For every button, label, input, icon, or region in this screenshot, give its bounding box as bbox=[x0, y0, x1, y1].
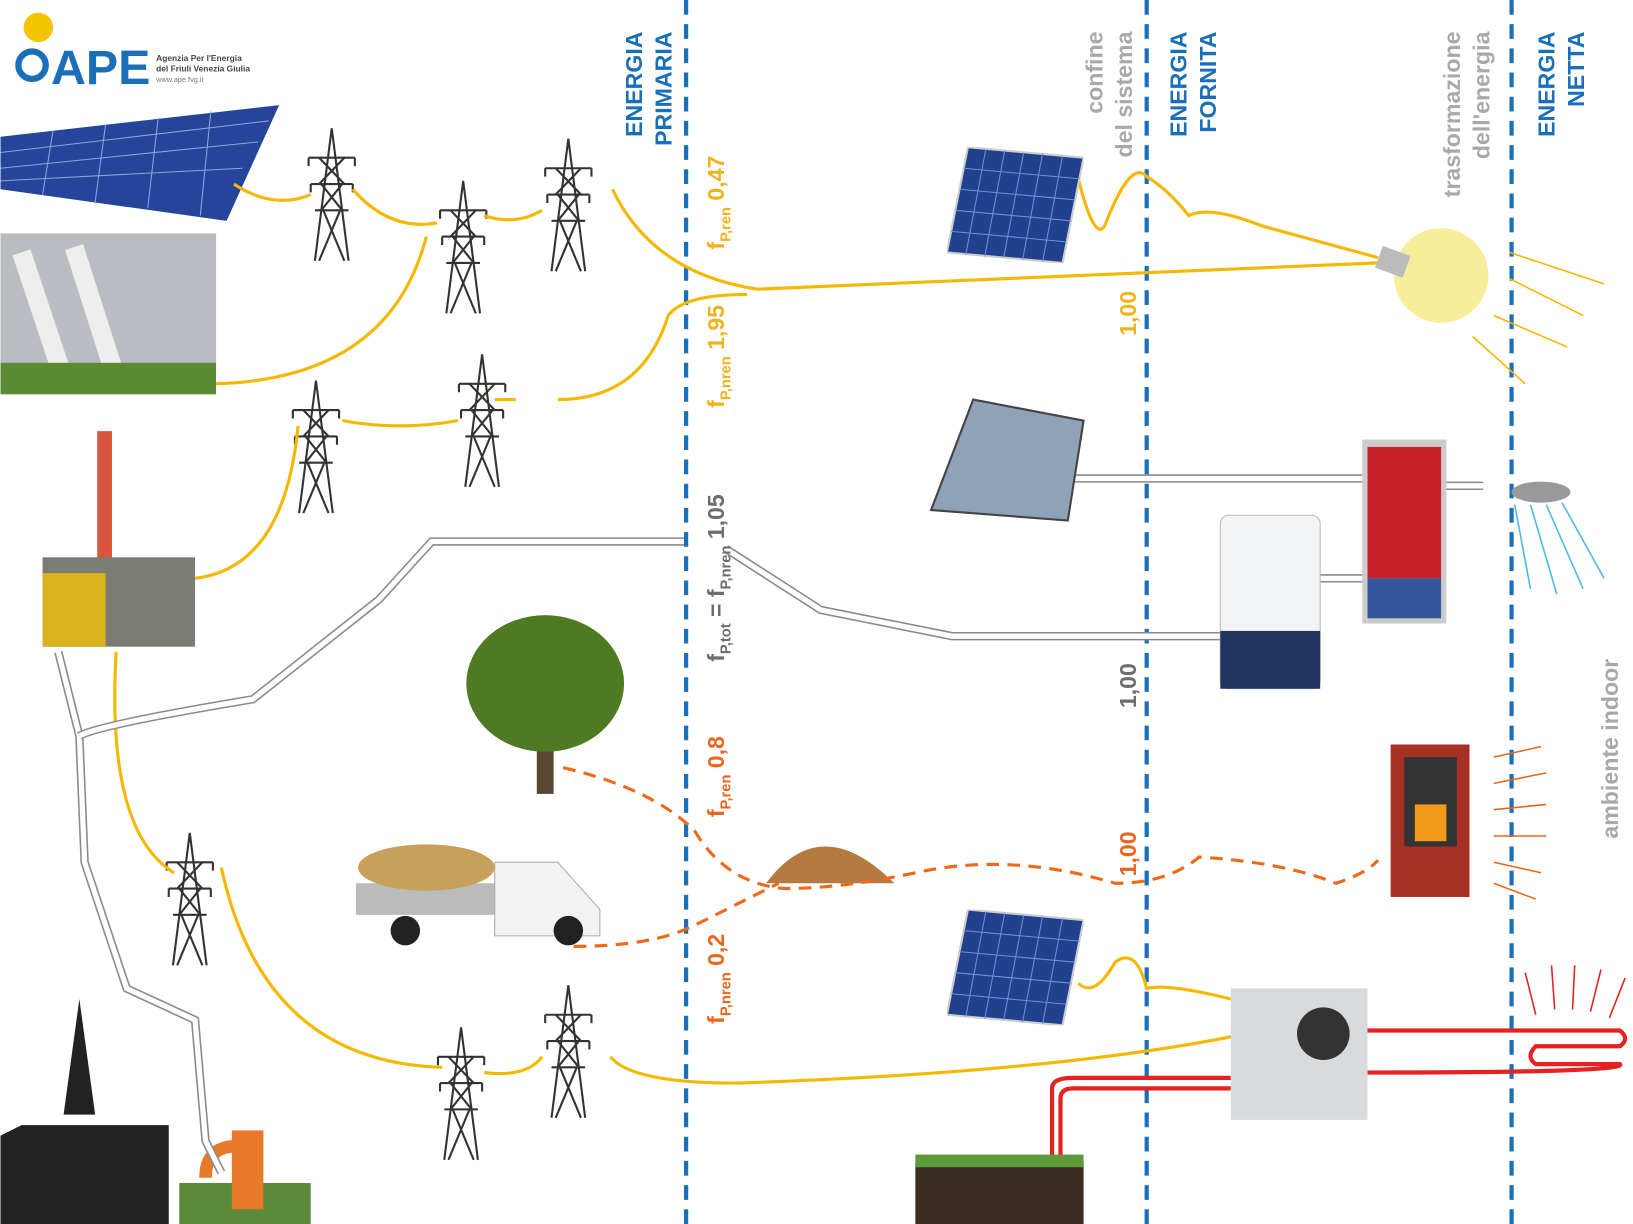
boundary-label: dell'energia bbox=[1468, 30, 1494, 159]
factor-symbol: f bbox=[703, 242, 729, 250]
wood-pile bbox=[766, 846, 895, 884]
oil-rig bbox=[0, 998, 169, 1224]
boundary-label: PRIMARIA bbox=[650, 31, 676, 146]
pylon bbox=[307, 127, 356, 262]
factor-value: 1,95 bbox=[703, 305, 729, 350]
boundary-label: del sistema bbox=[1111, 30, 1137, 157]
factor-value: 0,2 bbox=[703, 934, 729, 966]
ground bbox=[915, 1154, 1084, 1224]
logo-name: APE bbox=[51, 41, 150, 95]
factor-label: fP,ren 0,47 bbox=[703, 156, 734, 250]
pylon bbox=[544, 137, 593, 273]
pylon bbox=[165, 831, 214, 967]
factor-symbol: f bbox=[703, 400, 729, 408]
gas-pipes bbox=[54, 474, 1484, 1175]
dam bbox=[0, 233, 217, 395]
boundary-label: ENERGIA bbox=[1534, 31, 1560, 137]
factor-label: fP,nren 1,95 bbox=[703, 305, 734, 408]
logo-sun bbox=[23, 12, 54, 43]
bulb bbox=[1374, 228, 1605, 385]
factor-labels: fP,ren0,47 fP,nren1,95 fP,tot=fP,nren1,0… bbox=[703, 156, 1141, 1024]
pylon bbox=[457, 353, 507, 488]
factor-label: fP,tot=fP,nren1,05 bbox=[703, 494, 734, 662]
boundary-label: ENERGIA bbox=[621, 31, 647, 137]
pv-panel bbox=[946, 147, 1084, 263]
boiler bbox=[1219, 514, 1321, 690]
logo-line: del Friuli Venezia Giulia bbox=[156, 64, 250, 74]
factor-subscript: P,tot bbox=[718, 623, 734, 654]
factor-value: 0,47 bbox=[703, 156, 729, 201]
gas-station bbox=[179, 1130, 311, 1224]
tree bbox=[466, 615, 625, 794]
factor-subscript: P,nren bbox=[718, 972, 734, 1016]
boundary-label: FORNITA bbox=[1195, 31, 1221, 132]
logo-line: Agenzia Per l'Energia bbox=[156, 53, 242, 63]
delivered-factor: 1,00 bbox=[1115, 663, 1141, 708]
storage-tank bbox=[1362, 439, 1447, 624]
factor-equals: = bbox=[703, 603, 729, 617]
logo-url: www.ape.fvg.it bbox=[155, 75, 203, 84]
factor-value: 0,8 bbox=[703, 736, 729, 768]
boundary-label: trasformazione bbox=[1439, 31, 1465, 197]
shower bbox=[1511, 481, 1605, 595]
factor-subscript: P,ren bbox=[718, 775, 734, 810]
indoor-label: ambiente indoor bbox=[1597, 659, 1623, 839]
factor-symbol: f bbox=[703, 654, 729, 662]
heat-pump bbox=[1230, 965, 1626, 1120]
delivered-factor: 1,00 bbox=[1115, 291, 1141, 336]
delivered-factor: 1,00 bbox=[1115, 831, 1141, 876]
pylon bbox=[436, 1026, 486, 1161]
truck bbox=[355, 844, 601, 946]
boundary-label: NETTA bbox=[1563, 31, 1589, 107]
pylon bbox=[291, 379, 341, 515]
logo: APE Agenzia Per l'Energia del Friuli Ven… bbox=[15, 12, 250, 95]
factor-subscript: P,nren bbox=[718, 356, 734, 400]
boundary-labels: ENERGIA PRIMARIA confine del sistema ENE… bbox=[621, 30, 1623, 838]
power-plant bbox=[42, 431, 196, 647]
pv-field bbox=[0, 105, 280, 221]
heat-pump-circuit bbox=[1049, 1028, 1628, 1210]
boundary-label: confine bbox=[1082, 31, 1108, 113]
pv-panel bbox=[946, 909, 1084, 1026]
factor-label: fP,nren 0,2 bbox=[703, 934, 734, 1024]
factor-value: 1,05 bbox=[703, 494, 729, 539]
factor-symbol: f bbox=[703, 589, 729, 597]
pylon bbox=[438, 179, 488, 315]
pylon bbox=[544, 984, 593, 1119]
factor-symbol: f bbox=[703, 1016, 729, 1024]
factor-subscript: P,nren bbox=[718, 546, 734, 590]
factor-subscript: P,ren bbox=[718, 207, 734, 242]
solar-collector bbox=[929, 398, 1085, 522]
logo-gear bbox=[15, 48, 49, 83]
stove bbox=[1390, 744, 1547, 900]
boundary-label: ENERGIA bbox=[1166, 31, 1192, 137]
electricity-lines bbox=[113, 171, 1379, 1085]
factor-symbol: f bbox=[703, 809, 729, 817]
factor-label: fP,ren 0,8 bbox=[703, 736, 734, 817]
biomass-lines bbox=[562, 766, 1380, 948]
